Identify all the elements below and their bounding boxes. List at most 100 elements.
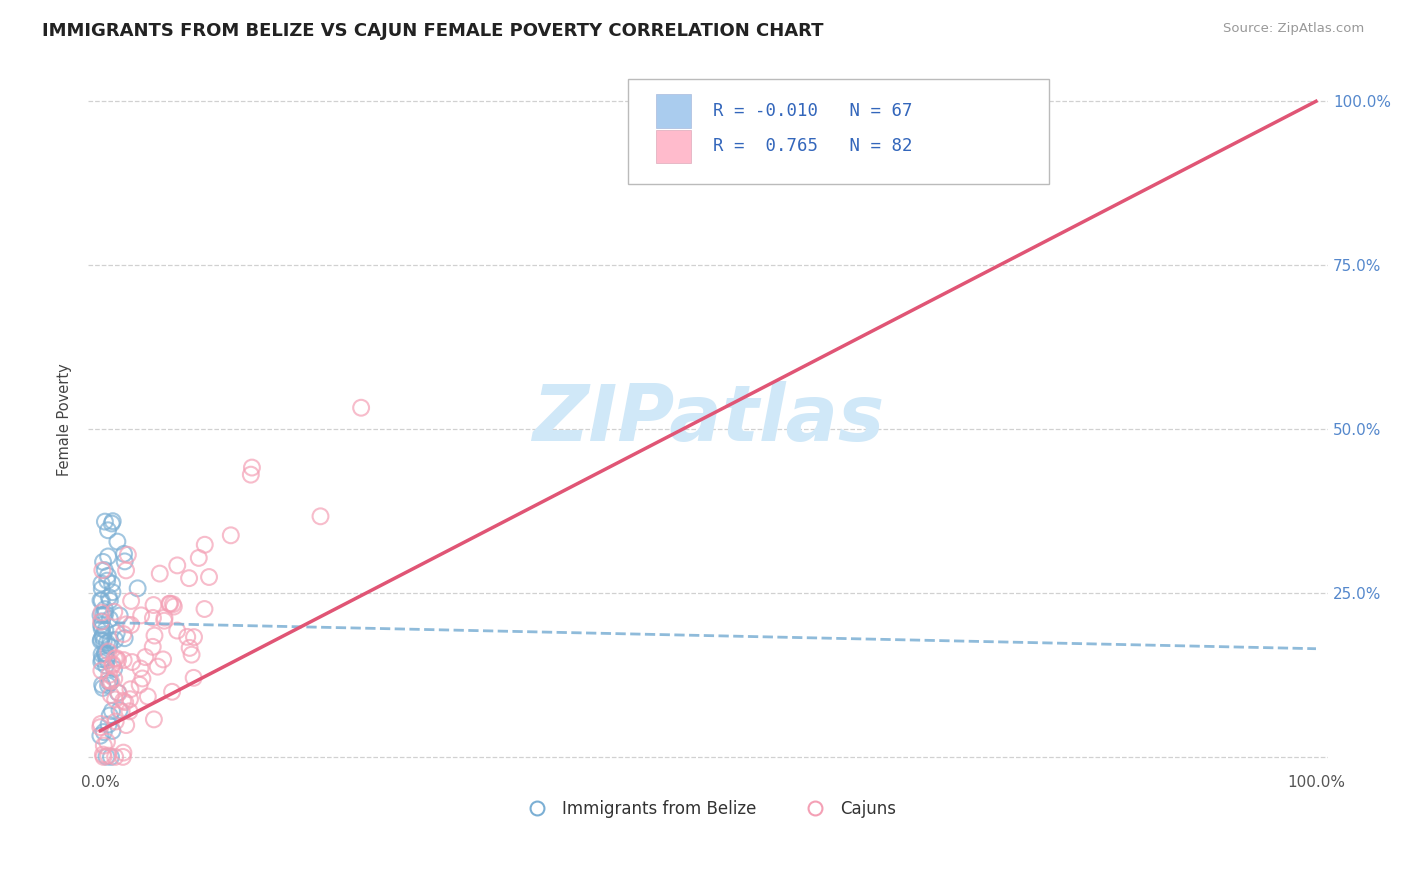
Point [98, 593, 121, 607]
Point [97, 590, 120, 604]
Point [104, 632, 127, 647]
Point [90, 664, 112, 678]
Point [101, 723, 124, 738]
Point [96, 574, 118, 588]
Point [104, 692, 127, 706]
Point [90, 632, 112, 647]
Point [108, 703, 131, 717]
Point [112, 746, 135, 760]
Point [193, 602, 215, 616]
Point [120, 618, 142, 632]
Point [118, 704, 141, 718]
Point [90, 633, 112, 648]
Point [93, 647, 115, 661]
Point [97, 673, 120, 688]
Point [129, 661, 152, 675]
Point [91, 607, 114, 622]
Point [94, 607, 117, 621]
Point [94, 658, 117, 673]
Point [108, 608, 131, 623]
Point [103, 605, 125, 619]
Text: R = -0.010   N = 67: R = -0.010 N = 67 [713, 103, 912, 120]
Point [97, 678, 120, 692]
Point [100, 688, 122, 702]
Point [91, 628, 114, 642]
Point [101, 585, 124, 599]
Point [89, 720, 111, 734]
Point [159, 597, 181, 611]
Point [93, 634, 115, 648]
Point [100, 675, 122, 690]
Point [97, 549, 120, 564]
Point [93, 739, 115, 753]
FancyBboxPatch shape [657, 95, 690, 128]
Point [90, 582, 112, 596]
Point [94, 602, 117, 616]
Point [143, 629, 166, 643]
Point [134, 650, 156, 665]
Point [128, 678, 150, 692]
Point [112, 627, 135, 641]
Point [98, 633, 121, 648]
Point [90, 655, 112, 669]
Point [96, 735, 118, 749]
Point [219, 528, 242, 542]
Text: Source: ZipAtlas.com: Source: ZipAtlas.com [1223, 22, 1364, 36]
Point [91, 615, 114, 629]
Point [136, 690, 159, 704]
Point [142, 598, 165, 612]
Point [198, 570, 221, 584]
Point [100, 750, 122, 764]
Point [90, 618, 112, 632]
Point [121, 655, 143, 669]
Point [176, 630, 198, 644]
Point [162, 597, 184, 611]
Point [112, 694, 135, 708]
Point [90, 647, 112, 661]
Point [111, 750, 134, 764]
Point [183, 630, 205, 644]
Point [309, 509, 332, 524]
Point [101, 514, 124, 528]
Point [101, 657, 124, 671]
Point [91, 630, 114, 644]
Point [94, 515, 117, 529]
Point [97, 717, 120, 731]
Point [166, 558, 188, 573]
Point [153, 614, 176, 628]
Point [89, 608, 111, 623]
Point [105, 651, 128, 665]
Point [115, 563, 138, 577]
Point [97, 523, 120, 537]
Point [91, 563, 114, 577]
Point [97, 569, 120, 583]
Point [180, 648, 202, 662]
Point [127, 582, 149, 596]
Point [91, 678, 114, 692]
Point [96, 636, 118, 650]
Point [94, 623, 117, 637]
Point [103, 672, 125, 686]
Point [111, 705, 134, 719]
Point [187, 550, 209, 565]
Point [350, 401, 373, 415]
Point [90, 622, 112, 636]
Text: ZIPatlas: ZIPatlas [531, 381, 884, 458]
Point [239, 467, 262, 482]
Point [166, 624, 188, 638]
Point [98, 639, 121, 653]
Point [152, 652, 174, 666]
Point [183, 671, 205, 685]
Point [96, 651, 118, 665]
Point [107, 686, 129, 700]
Point [90, 576, 112, 591]
Point [89, 593, 111, 607]
Point [112, 547, 135, 561]
Point [142, 712, 165, 726]
Point [94, 563, 117, 577]
Point [98, 676, 121, 690]
Point [177, 571, 200, 585]
Point [115, 718, 138, 732]
Point [100, 674, 122, 689]
Point [91, 555, 114, 569]
